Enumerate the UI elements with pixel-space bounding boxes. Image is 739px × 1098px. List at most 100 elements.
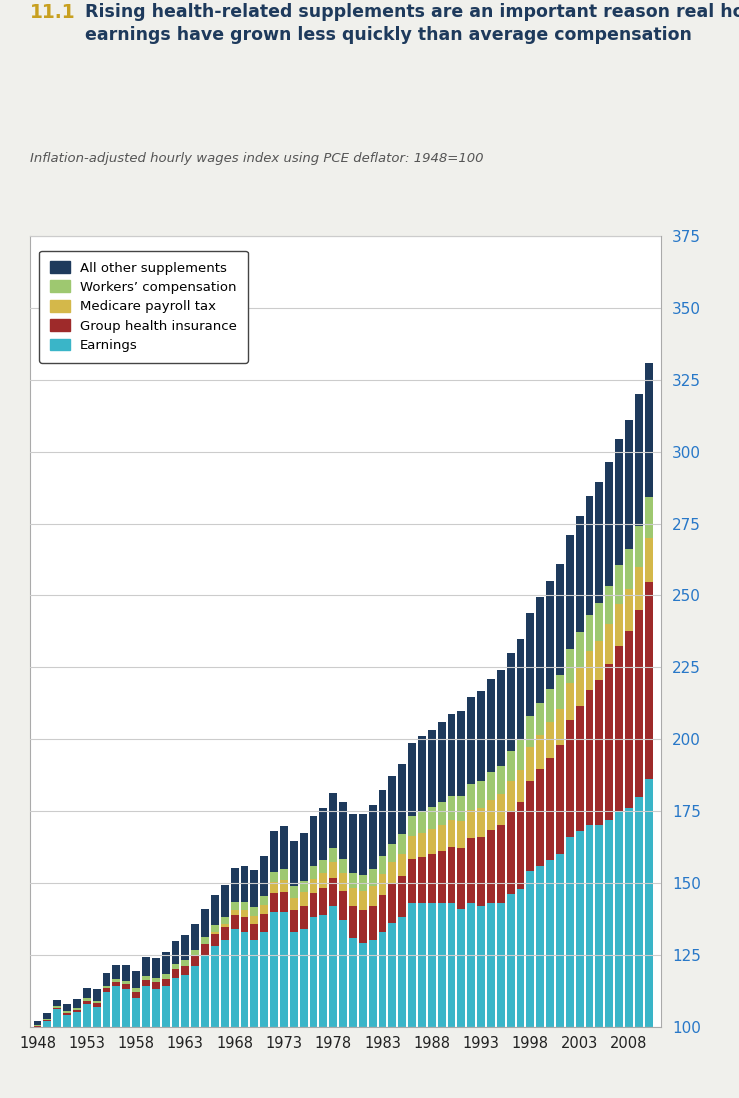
Bar <box>191 923 199 950</box>
Bar <box>290 897 298 910</box>
Bar <box>290 932 298 1027</box>
Bar <box>457 712 466 796</box>
Text: Rising health-related supplements are an important reason real hourly
earnings h: Rising health-related supplements are an… <box>85 3 739 44</box>
Bar <box>280 911 287 1027</box>
Bar <box>448 847 455 903</box>
Bar <box>329 878 337 906</box>
Bar <box>448 714 455 796</box>
Bar <box>576 516 584 632</box>
Bar <box>349 906 357 938</box>
Bar <box>625 549 633 590</box>
Bar <box>566 649 573 683</box>
Bar <box>526 781 534 872</box>
Bar <box>467 903 475 1027</box>
Bar <box>437 722 446 803</box>
Bar <box>398 876 406 918</box>
Bar <box>467 696 475 784</box>
Bar <box>359 910 367 943</box>
Bar <box>221 917 228 925</box>
Bar <box>53 1008 61 1009</box>
Bar <box>319 915 327 1027</box>
Bar <box>605 624 613 664</box>
Bar <box>487 679 495 772</box>
Bar <box>251 940 258 1027</box>
Bar <box>428 730 436 807</box>
Bar <box>349 888 357 906</box>
Bar <box>162 974 169 978</box>
Bar <box>171 977 180 1027</box>
Bar <box>359 875 367 892</box>
Bar <box>310 893 317 918</box>
Bar <box>359 943 367 1027</box>
Bar <box>467 784 475 810</box>
Bar <box>63 1013 71 1016</box>
Bar <box>112 979 120 982</box>
Bar <box>201 938 209 944</box>
Bar <box>339 873 347 890</box>
Bar <box>546 722 554 758</box>
Bar <box>605 819 613 1027</box>
Bar <box>635 526 643 567</box>
Bar <box>142 986 150 1027</box>
Bar <box>487 799 495 830</box>
Bar <box>389 775 396 844</box>
Bar <box>201 944 209 955</box>
Bar <box>240 910 248 917</box>
Bar <box>526 716 534 748</box>
Bar <box>546 860 554 1027</box>
Bar <box>349 873 357 888</box>
Bar <box>221 925 228 928</box>
Bar <box>231 909 239 915</box>
Bar <box>369 940 377 1027</box>
Bar <box>142 957 150 976</box>
Bar <box>428 854 436 903</box>
Bar <box>73 1012 81 1027</box>
Bar <box>319 873 327 888</box>
Bar <box>260 915 268 932</box>
Bar <box>171 941 180 964</box>
Bar <box>457 796 466 821</box>
Bar <box>437 825 446 851</box>
Bar <box>339 859 347 873</box>
Bar <box>44 1021 51 1027</box>
Bar <box>546 690 554 722</box>
Bar <box>418 811 426 832</box>
Bar <box>576 706 584 831</box>
Bar <box>398 834 406 853</box>
Bar <box>359 814 367 875</box>
Bar <box>171 970 180 977</box>
Bar <box>487 830 495 903</box>
Bar <box>319 888 327 915</box>
Bar <box>299 881 307 893</box>
Bar <box>211 946 219 1027</box>
Bar <box>625 631 633 808</box>
Bar <box>585 691 593 826</box>
Bar <box>211 926 219 932</box>
Bar <box>585 651 593 691</box>
Bar <box>585 826 593 1027</box>
Bar <box>487 903 495 1027</box>
Bar <box>389 863 396 884</box>
Bar <box>162 986 169 1027</box>
Bar <box>635 609 643 797</box>
Bar <box>83 1000 91 1004</box>
Bar <box>615 439 623 565</box>
Bar <box>369 886 377 906</box>
Bar <box>132 993 140 998</box>
Bar <box>181 960 189 965</box>
Bar <box>122 985 130 989</box>
Bar <box>231 867 239 901</box>
Bar <box>191 956 199 966</box>
Bar <box>457 821 466 849</box>
Bar <box>171 964 180 970</box>
Bar <box>103 988 110 993</box>
Bar <box>211 932 219 934</box>
Bar <box>92 989 101 1000</box>
Bar <box>566 720 573 837</box>
Bar <box>467 839 475 903</box>
Bar <box>270 911 278 1027</box>
Bar <box>299 906 307 929</box>
Bar <box>201 909 209 938</box>
Bar <box>112 986 120 1027</box>
Bar <box>437 851 446 903</box>
